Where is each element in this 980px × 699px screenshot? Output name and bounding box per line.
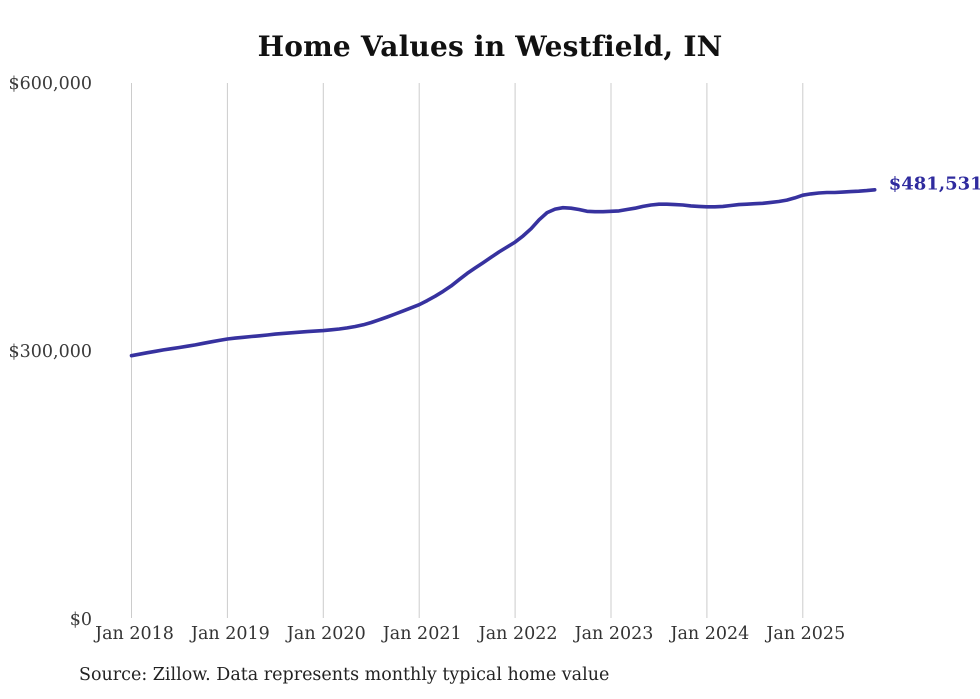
y-axis-tick-label: $0 — [69, 610, 92, 630]
x-axis-tick-label: Jan 2025 — [766, 624, 846, 644]
x-axis-tick-label: Jan 2023 — [574, 624, 654, 644]
source-note: Source: Zillow. Data represents monthly … — [79, 665, 610, 685]
chart-title: Home Values in Westfield, IN — [257, 30, 723, 63]
y-axis-tick-label: $600,000 — [8, 74, 92, 94]
latest-value-label: $481,531 — [888, 173, 980, 195]
x-axis-tick-label: Jan 2019 — [190, 624, 270, 644]
x-axis-tick-label: Jan 2020 — [286, 624, 366, 644]
x-axis-tick-label: Jan 2022 — [478, 624, 558, 644]
y-axis-tick-label: $300,000 — [8, 342, 92, 362]
home-value-line-series — [129, 188, 877, 358]
x-axis-tick-label: Jan 2021 — [382, 624, 462, 644]
x-axis-tick-label: Jan 2024 — [670, 624, 750, 644]
x-axis-tick-label: Jan 2018 — [95, 624, 174, 644]
